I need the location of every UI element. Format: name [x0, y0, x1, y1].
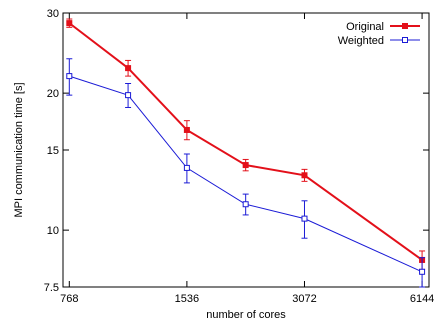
series-original [66, 18, 426, 270]
legend: Original Weighted [338, 21, 420, 47]
data-point [301, 172, 308, 179]
x-tick-label: 6144 [410, 293, 434, 305]
data-point [183, 164, 190, 171]
x-tick-label: 3072 [292, 293, 316, 305]
data-point [66, 73, 73, 80]
x-axis: 768 1536 3072 6144 [60, 13, 434, 305]
data-point [125, 65, 132, 72]
series-line [68, 22, 423, 261]
y-axis: 7.5 10 15 20 30 [44, 8, 429, 294]
y-tick-label: 30 [47, 8, 59, 20]
series-weighted [66, 58, 426, 288]
data-point [402, 37, 408, 43]
x-tick-label: 1536 [175, 293, 199, 305]
data-point [402, 23, 408, 29]
y-axis-title: MPI communication time [s] [13, 82, 25, 217]
data-point [419, 268, 426, 275]
plot-frame [62, 12, 430, 288]
data-point [242, 201, 249, 208]
data-point [301, 215, 308, 222]
legend-label: Weighted [338, 35, 384, 47]
y-tick-label: 10 [47, 225, 59, 237]
data-point [125, 92, 132, 99]
series-layer [66, 18, 426, 288]
data-point [66, 20, 73, 27]
y-tick-label: 7.5 [44, 282, 59, 294]
x-axis-title: number of cores [206, 309, 286, 321]
x-tick-label: 768 [60, 293, 78, 305]
data-point [242, 162, 249, 169]
series-line [69, 75, 423, 273]
data-point [183, 126, 190, 133]
y-tick-label: 20 [47, 88, 59, 100]
y-tick-label: 15 [47, 145, 59, 157]
legend-label: Original [346, 21, 384, 33]
